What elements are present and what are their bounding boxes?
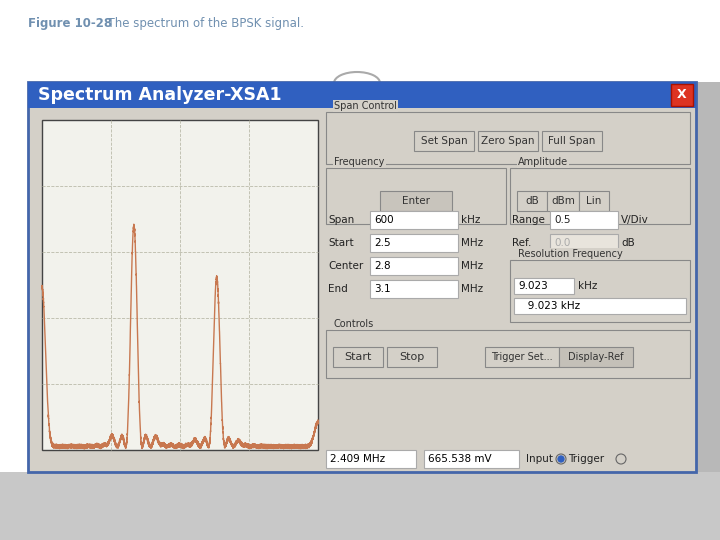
Text: Stop: Stop: [400, 352, 425, 362]
FancyBboxPatch shape: [333, 347, 383, 367]
FancyBboxPatch shape: [695, 82, 720, 472]
Text: Amplitude: Amplitude: [518, 157, 568, 167]
Text: MHz: MHz: [461, 261, 483, 271]
Text: Span: Span: [328, 215, 354, 225]
FancyBboxPatch shape: [550, 211, 618, 229]
Text: Trigger: Trigger: [568, 454, 604, 464]
FancyBboxPatch shape: [559, 347, 633, 367]
Text: 2.5: 2.5: [374, 238, 391, 248]
FancyBboxPatch shape: [326, 450, 416, 468]
Text: 2.8: 2.8: [374, 261, 391, 271]
FancyBboxPatch shape: [0, 472, 720, 540]
Text: Enter: Enter: [402, 196, 430, 206]
FancyBboxPatch shape: [671, 84, 693, 106]
Text: kHz: kHz: [461, 215, 480, 225]
Text: dBm: dBm: [551, 196, 575, 206]
FancyBboxPatch shape: [478, 131, 538, 151]
Text: kHz: kHz: [578, 281, 598, 291]
FancyBboxPatch shape: [542, 131, 602, 151]
Text: 600: 600: [374, 215, 394, 225]
FancyBboxPatch shape: [370, 280, 458, 298]
Circle shape: [616, 454, 626, 464]
Text: dB: dB: [621, 238, 635, 248]
Text: Frequency: Frequency: [334, 157, 384, 167]
FancyBboxPatch shape: [579, 191, 609, 211]
Text: 2.409 MHz: 2.409 MHz: [330, 454, 385, 464]
Text: 665.538 mV: 665.538 mV: [428, 454, 492, 464]
Text: Trigger Set...: Trigger Set...: [491, 352, 553, 362]
FancyBboxPatch shape: [28, 82, 696, 472]
Text: End: End: [328, 284, 348, 294]
Text: Start: Start: [344, 352, 372, 362]
Text: V/Div: V/Div: [621, 215, 649, 225]
Text: Start: Start: [328, 238, 354, 248]
FancyBboxPatch shape: [517, 191, 547, 211]
FancyBboxPatch shape: [326, 168, 506, 224]
Text: Set Span: Set Span: [420, 136, 467, 146]
Text: Lin: Lin: [586, 196, 602, 206]
Text: dB: dB: [525, 196, 539, 206]
FancyBboxPatch shape: [28, 82, 696, 108]
FancyBboxPatch shape: [387, 347, 437, 367]
FancyBboxPatch shape: [424, 450, 519, 468]
FancyBboxPatch shape: [514, 278, 574, 294]
FancyBboxPatch shape: [42, 120, 318, 450]
Text: Controls: Controls: [334, 319, 374, 329]
FancyBboxPatch shape: [370, 234, 458, 252]
Text: Ref.: Ref.: [512, 238, 531, 248]
FancyBboxPatch shape: [510, 168, 690, 224]
Text: 3.1: 3.1: [374, 284, 391, 294]
FancyBboxPatch shape: [370, 211, 458, 229]
Circle shape: [558, 456, 564, 462]
Text: Full Span: Full Span: [549, 136, 595, 146]
Text: 9.023: 9.023: [518, 281, 548, 291]
Text: Display-Ref: Display-Ref: [568, 352, 624, 362]
FancyBboxPatch shape: [550, 234, 618, 252]
Text: MHz: MHz: [461, 284, 483, 294]
Text: Range: Range: [512, 215, 545, 225]
FancyBboxPatch shape: [326, 112, 690, 164]
FancyBboxPatch shape: [370, 257, 458, 275]
Text: Spectrum Analyzer-XSA1: Spectrum Analyzer-XSA1: [38, 86, 282, 104]
Text: 0.5: 0.5: [554, 215, 570, 225]
FancyBboxPatch shape: [414, 131, 474, 151]
FancyBboxPatch shape: [510, 260, 690, 322]
FancyBboxPatch shape: [380, 191, 452, 211]
FancyBboxPatch shape: [326, 330, 690, 378]
Text: 0.0: 0.0: [554, 238, 570, 248]
FancyBboxPatch shape: [547, 191, 579, 211]
Text: Center: Center: [328, 261, 364, 271]
Text: Zero Span: Zero Span: [481, 136, 535, 146]
Text: 9.023 kHz: 9.023 kHz: [518, 301, 580, 311]
FancyBboxPatch shape: [514, 298, 686, 314]
Text: Figure 10-28: Figure 10-28: [28, 17, 112, 30]
Text: Input: Input: [526, 454, 553, 464]
FancyBboxPatch shape: [485, 347, 559, 367]
Circle shape: [556, 454, 566, 464]
Text: Resolution Frequency: Resolution Frequency: [518, 249, 623, 259]
Text: The spectrum of the BPSK signal.: The spectrum of the BPSK signal.: [100, 17, 304, 30]
Text: Span Control: Span Control: [334, 101, 397, 111]
Text: MHz: MHz: [461, 238, 483, 248]
Text: X: X: [678, 89, 687, 102]
